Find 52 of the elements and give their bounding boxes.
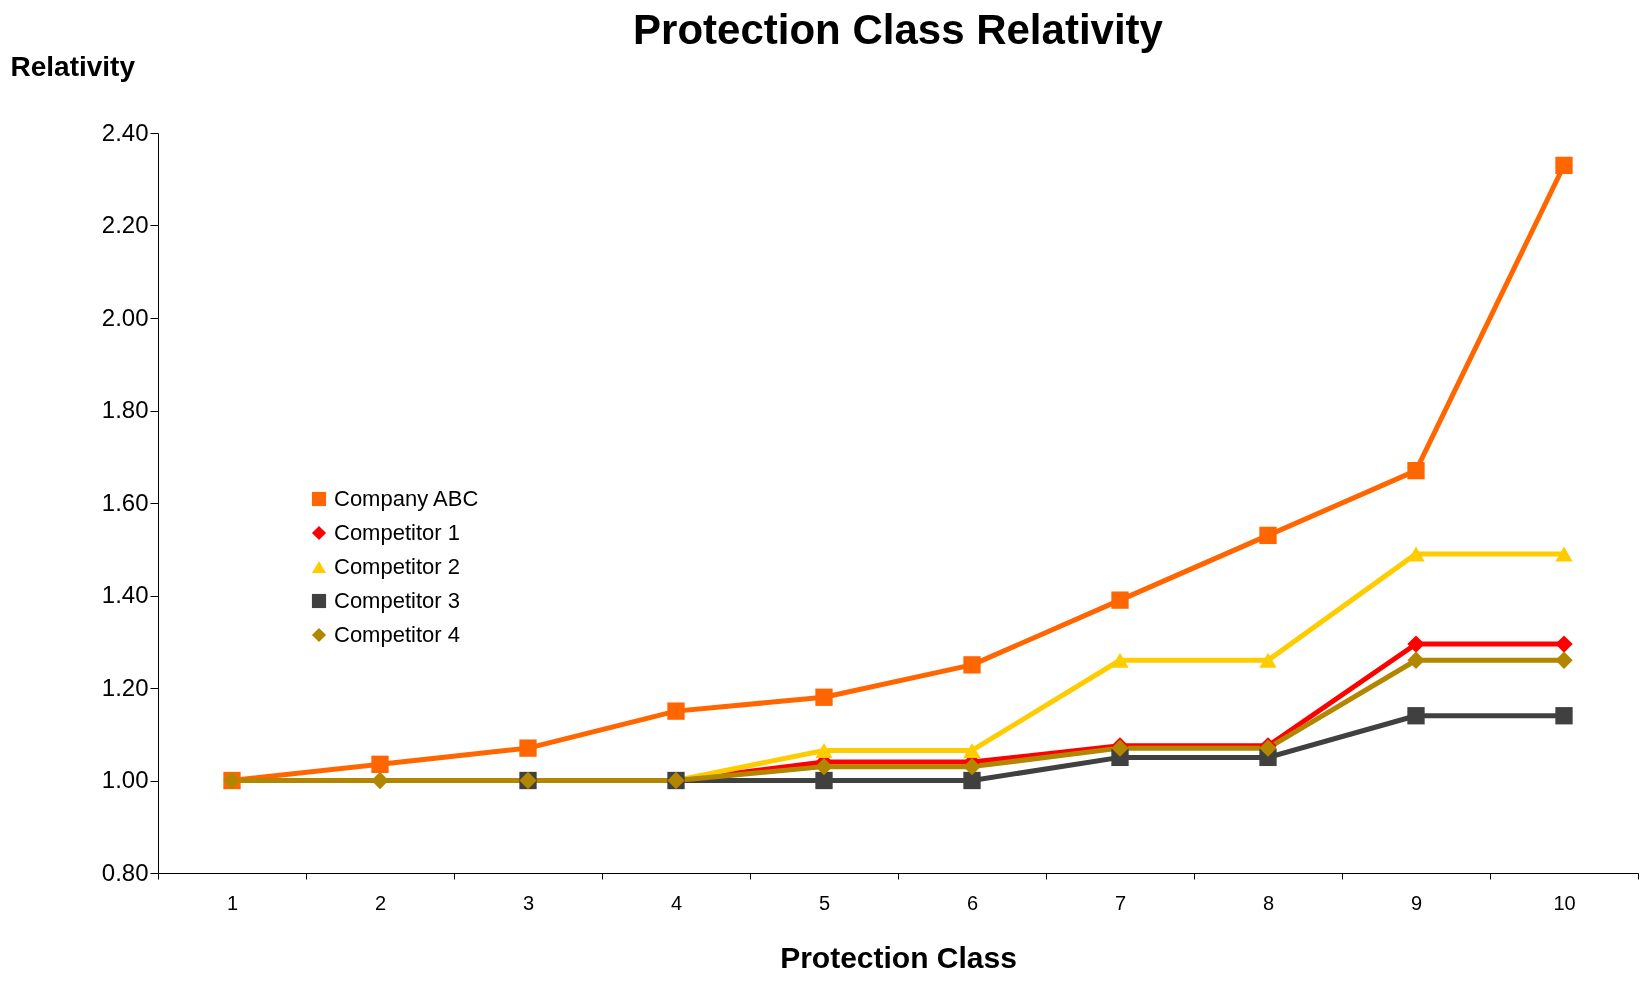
legend-label: Competitor 4	[334, 622, 460, 647]
point	[815, 757, 833, 776]
x-tick-label: 10	[1553, 891, 1576, 914]
point	[1111, 591, 1129, 609]
y-axis-title: Relativity	[10, 50, 136, 82]
y-tick-label: 2.00	[101, 303, 149, 331]
y-tick-label: 0.80	[101, 858, 149, 886]
x-tick-label: 4	[670, 891, 683, 914]
y-tick-label: 1.60	[101, 488, 149, 516]
point	[963, 742, 981, 758]
point	[1555, 651, 1573, 669]
x-tick-label: 3	[522, 891, 535, 914]
point	[1555, 156, 1573, 175]
y-tick-label: 1.00	[101, 766, 149, 793]
point	[1407, 635, 1425, 653]
legend-label: Competitor 1	[334, 520, 460, 545]
y-tick-label: 1.40	[101, 581, 149, 608]
x-tick-label: 6	[966, 891, 979, 914]
point	[1407, 707, 1425, 725]
point	[1259, 652, 1277, 668]
point	[963, 757, 981, 776]
point	[963, 656, 981, 674]
y-tick-label: 1.80	[101, 396, 149, 423]
x-axis-title: Protection Class	[780, 940, 1017, 974]
legend-label: Competitor 3	[334, 588, 460, 613]
point	[1555, 546, 1573, 562]
point	[1111, 652, 1129, 668]
x-tick-label: 5	[818, 891, 831, 914]
y-tick-label: 1.20	[101, 673, 149, 701]
legend-label: Competitor 2	[334, 554, 460, 579]
chart-title: Protection Class Relativity	[633, 6, 1164, 53]
point	[1407, 461, 1425, 480]
point	[1407, 651, 1425, 669]
x-tick-label: 7	[1114, 891, 1127, 914]
point	[371, 755, 389, 773]
point	[815, 688, 833, 706]
legend-label: Company ABC	[334, 486, 479, 511]
point	[815, 771, 833, 790]
x-tick-label: 8	[1262, 891, 1275, 914]
point	[815, 742, 833, 758]
x-tick-label: 2	[374, 891, 387, 914]
point	[667, 702, 685, 720]
point	[519, 739, 537, 757]
x-tick-label: 9	[1410, 891, 1423, 914]
point	[1555, 635, 1573, 653]
x-tick-label: 1	[226, 891, 239, 914]
y-tick-label: 2.20	[101, 211, 149, 238]
point	[1259, 526, 1277, 545]
point	[963, 771, 981, 790]
y-tick-label: 2.40	[101, 118, 149, 146]
point	[1555, 707, 1573, 725]
point	[1407, 546, 1425, 562]
